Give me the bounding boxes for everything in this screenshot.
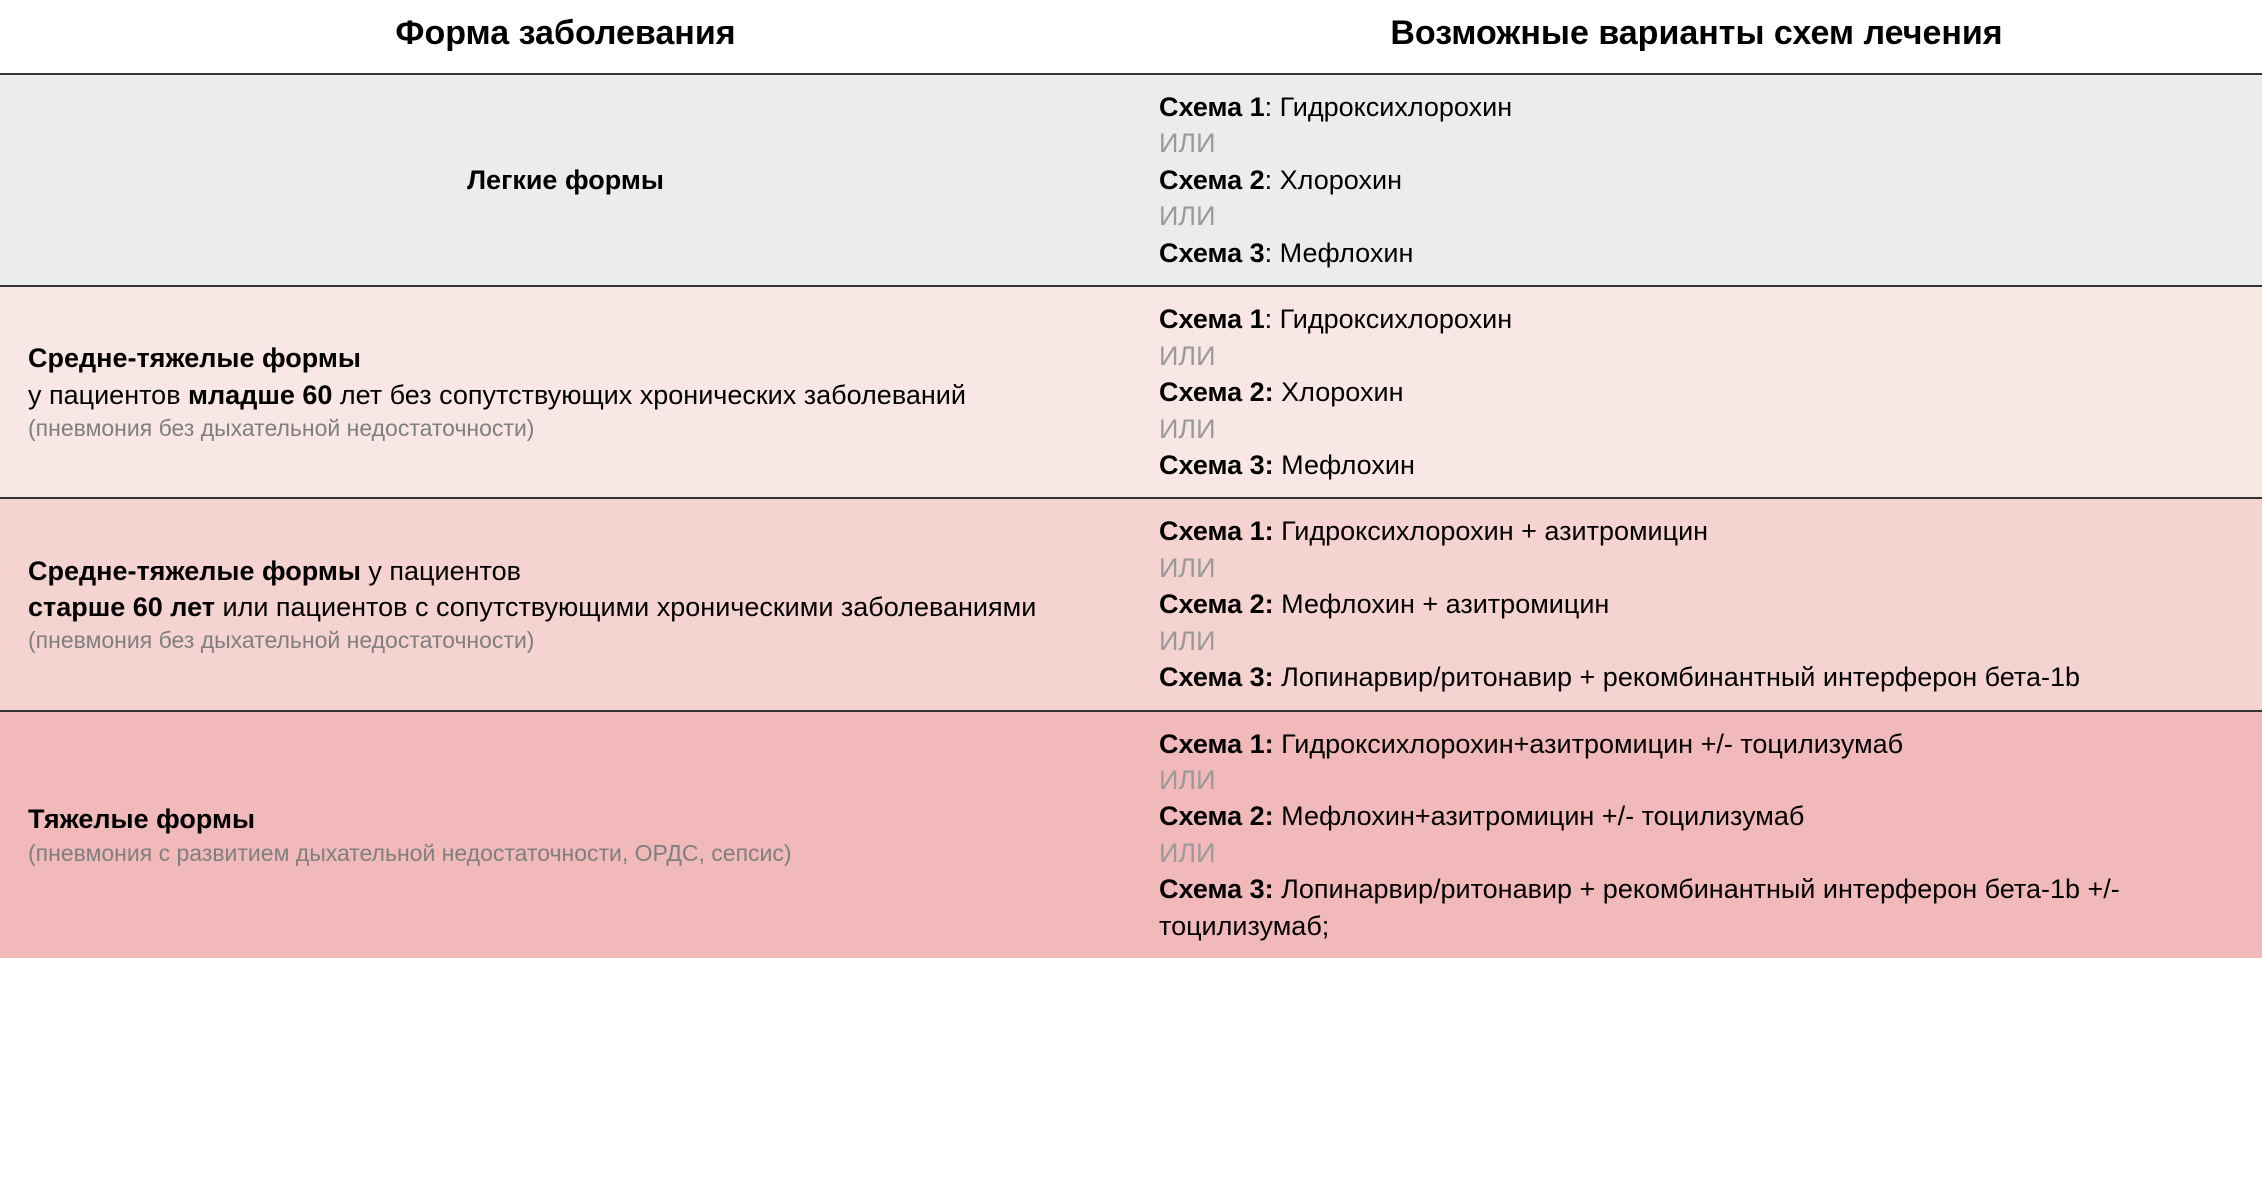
or-separator: ИЛИ [1159, 338, 2234, 374]
disease-form-note: (пневмония без дыхательной недостаточнос… [28, 413, 1103, 444]
scheme-label: Схема 1: [1159, 516, 1274, 546]
table-header-row: Форма заболевания Возможные варианты схе… [0, 0, 2262, 74]
scheme-value: Гидроксихлорохин + азитромицин [1281, 516, 1708, 546]
or-separator: ИЛИ [1159, 835, 2234, 871]
scheme-line: Схема 1: Гидроксихлорохин [1159, 301, 2234, 337]
disease-form-text: лет без сопутствующих хронических заболе… [332, 380, 966, 410]
scheme-value: Мефлохин + азитромицин [1281, 589, 1609, 619]
scheme-value: Гидроксихлорохин+азитромицин +/- тоцилиз… [1281, 729, 1903, 759]
disease-form-text: младше 60 [188, 380, 332, 410]
or-separator: ИЛИ [1159, 762, 2234, 798]
table-body: Легкие формыСхема 1: ГидроксихлорохинИЛИ… [0, 74, 2262, 958]
scheme-value: Гидроксихлорохин [1280, 304, 1512, 334]
scheme-value: Хлорохин [1281, 377, 1403, 407]
scheme-label: Схема 2: [1159, 377, 1274, 407]
scheme-line: Схема 3: Мефлохин [1159, 447, 2234, 483]
table-row: Тяжелые формы (пневмония с развитием дыха… [0, 711, 2262, 959]
disease-form-cell: Тяжелые формы (пневмония с развитием дыха… [0, 711, 1131, 959]
scheme-line: Схема 2: Мефлохин+азитромицин +/- тоцили… [1159, 798, 2234, 834]
disease-form-cell: Легкие формы [0, 74, 1131, 286]
scheme-line: Схема 2: Хлорохин [1159, 374, 2234, 410]
table-row: Средне-тяжелые формы у пациентов старше … [0, 498, 2262, 710]
scheme-sep: : [1265, 304, 1280, 334]
scheme-value: Мефлохин+азитромицин +/- тоцилизумаб [1281, 801, 1804, 831]
or-separator: ИЛИ [1159, 550, 2234, 586]
scheme-sep: : [1265, 165, 1280, 195]
scheme-line: Схема 2: Мефлохин + азитромицин [1159, 586, 2234, 622]
disease-form-note: (пневмония с развитием дыхательной недос… [28, 838, 1103, 869]
scheme-label: Схема 3: [1159, 662, 1274, 692]
scheme-value: Лопинарвир/ритонавир + рекомбинантный ин… [1281, 662, 2080, 692]
disease-form-text: или пациентов с сопутствующими хроническ… [215, 592, 1036, 622]
treatment-schemes-cell: Схема 1: ГидроксихлорохинИЛИСхема 2: Хло… [1131, 286, 2262, 498]
treatment-schemes-cell: Схема 1: Гидроксихлорохин+азитромицин +/… [1131, 711, 2262, 959]
or-separator: ИЛИ [1159, 623, 2234, 659]
disease-form-text: у пациентов [28, 380, 188, 410]
table-row: Средне-тяжелые формы у пациентов младше 6… [0, 286, 2262, 498]
scheme-label: Схема 2: [1159, 801, 1274, 831]
treatment-schemes-cell: Схема 1: ГидроксихлорохинИЛИСхема 2: Хло… [1131, 74, 2262, 286]
scheme-label: Схема 2: [1159, 589, 1274, 619]
scheme-label: Схема 1: [1159, 729, 1274, 759]
disease-form-text: Средне-тяжелые формы [28, 343, 361, 373]
disease-form-cell: Средне-тяжелые формы у пациентов младше 6… [0, 286, 1131, 498]
scheme-line: Схема 3: Мефлохин [1159, 235, 2234, 271]
disease-form-cell: Средне-тяжелые формы у пациентов старше … [0, 498, 1131, 710]
scheme-label: Схема 3: [1159, 450, 1274, 480]
scheme-sep: : [1265, 238, 1280, 268]
scheme-label: Схема 1 [1159, 304, 1265, 334]
treatment-table: Форма заболевания Возможные варианты схе… [0, 0, 2262, 958]
scheme-line: Схема 1: Гидроксихлорохин [1159, 89, 2234, 125]
or-separator: ИЛИ [1159, 198, 2234, 234]
scheme-value: Мефлохин [1281, 450, 1415, 480]
scheme-value: Лопинарвир/ритонавир + рекомбинантный ин… [1159, 874, 2120, 940]
scheme-value: Мефлохин [1280, 238, 1414, 268]
scheme-label: Схема 2 [1159, 165, 1265, 195]
disease-form-text: Средне-тяжелые формы [28, 556, 361, 586]
scheme-value: Хлорохин [1280, 165, 1402, 195]
disease-form-text: у пациентов [361, 556, 521, 586]
disease-form-note: (пневмония без дыхательной недостаточнос… [28, 625, 1103, 656]
scheme-label: Схема 3 [1159, 238, 1265, 268]
disease-form-text: Тяжелые формы [28, 804, 255, 834]
table-row: Легкие формыСхема 1: ГидроксихлорохинИЛИ… [0, 74, 2262, 286]
header-right: Возможные варианты схем лечения [1131, 0, 2262, 74]
scheme-label: Схема 3: [1159, 874, 1274, 904]
scheme-line: Схема 2: Хлорохин [1159, 162, 2234, 198]
or-separator: ИЛИ [1159, 411, 2234, 447]
header-left: Форма заболевания [0, 0, 1131, 74]
disease-form-text: старше 60 лет [28, 592, 215, 622]
or-separator: ИЛИ [1159, 125, 2234, 161]
disease-form-text: Легкие формы [467, 165, 664, 195]
scheme-line: Схема 1: Гидроксихлорохин+азитромицин +/… [1159, 726, 2234, 762]
treatment-schemes-cell: Схема 1: Гидроксихлорохин + азитромицинИ… [1131, 498, 2262, 710]
scheme-line: Схема 3: Лопинарвир/ритонавир + рекомбин… [1159, 871, 2234, 944]
scheme-sep: : [1265, 92, 1280, 122]
scheme-value: Гидроксихлорохин [1280, 92, 1512, 122]
scheme-label: Схема 1 [1159, 92, 1265, 122]
scheme-line: Схема 1: Гидроксихлорохин + азитромицин [1159, 513, 2234, 549]
scheme-line: Схема 3: Лопинарвир/ритонавир + рекомбин… [1159, 659, 2234, 695]
